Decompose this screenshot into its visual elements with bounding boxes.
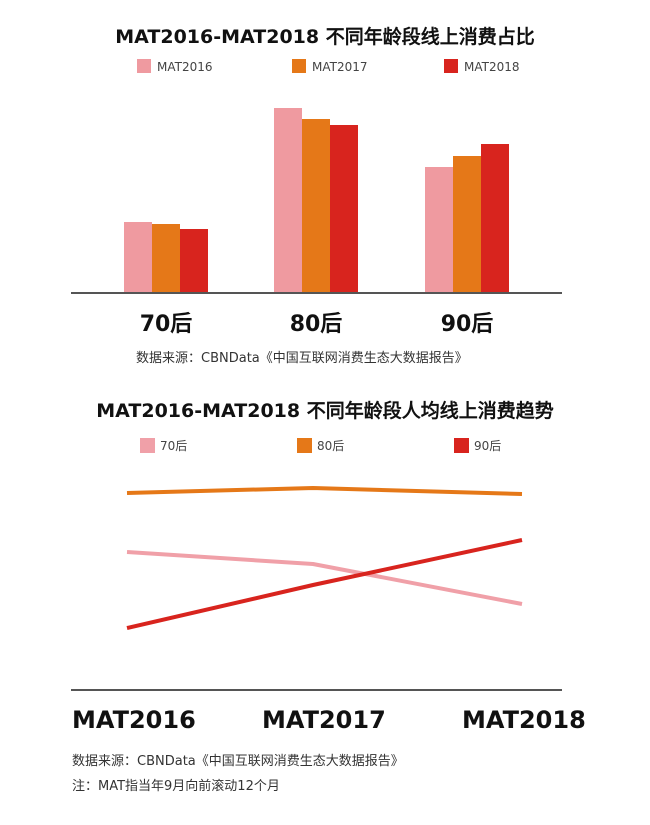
bar-80后-MAT2018 xyxy=(330,125,358,293)
legend-label-MAT2018: MAT2018 xyxy=(464,60,520,74)
bar-chart: MAT2016 MAT2017 MAT2018 70后 80后 90后 xyxy=(71,59,562,337)
legend-swatch-90后 xyxy=(454,438,469,453)
bar-chart-title: MAT2016-MAT2018 不同年龄段线上消费占比 xyxy=(115,26,535,48)
legend-swatch-MAT2018 xyxy=(444,59,458,73)
x-tick-label: 70后 xyxy=(140,312,193,337)
legend-swatch-MAT2016 xyxy=(137,59,151,73)
x-tick-label: MAT2018 xyxy=(462,706,586,734)
bar-80后-MAT2017 xyxy=(302,119,330,293)
x-tick-label: MAT2016 xyxy=(72,706,196,734)
legend-swatch-70后 xyxy=(140,438,155,453)
bar-90后-MAT2017 xyxy=(453,156,481,293)
bar-70后-MAT2016 xyxy=(124,222,152,293)
legend-label-90后: 90后 xyxy=(474,439,501,453)
bar-80后-MAT2016 xyxy=(274,108,302,293)
bar-90后-MAT2018 xyxy=(481,144,509,293)
legend-label-80后: 80后 xyxy=(317,439,344,453)
legend-label-MAT2017: MAT2017 xyxy=(312,60,368,74)
bar-90后-MAT2016 xyxy=(425,167,453,293)
legend-swatch-80后 xyxy=(297,438,312,453)
bar-70后-MAT2018 xyxy=(180,229,208,293)
line-chart-source: 数据来源：CBNData《中国互联网消费生态大数据报告》 xyxy=(72,754,404,769)
x-tick-label: MAT2017 xyxy=(262,706,386,734)
bar-chart-source: 数据来源：CBNData《中国互联网消费生态大数据报告》 xyxy=(136,351,468,366)
legend-label-70后: 70后 xyxy=(160,439,187,453)
line-chart-title: MAT2016-MAT2018 不同年龄段人均线上消费趋势 xyxy=(96,400,554,422)
line-series-90后 xyxy=(126,538,523,630)
bar-70后-MAT2017 xyxy=(152,224,180,293)
legend-swatch-MAT2017 xyxy=(292,59,306,73)
x-tick-label: 80后 xyxy=(290,312,343,337)
line-chart-note: 注：MAT指当年9月向前滚动12个月 xyxy=(72,779,280,794)
x-tick-label: 90后 xyxy=(441,312,494,337)
line-series-80后 xyxy=(126,486,523,496)
line-series-70后 xyxy=(126,550,523,606)
legend-label-MAT2016: MAT2016 xyxy=(157,60,213,74)
